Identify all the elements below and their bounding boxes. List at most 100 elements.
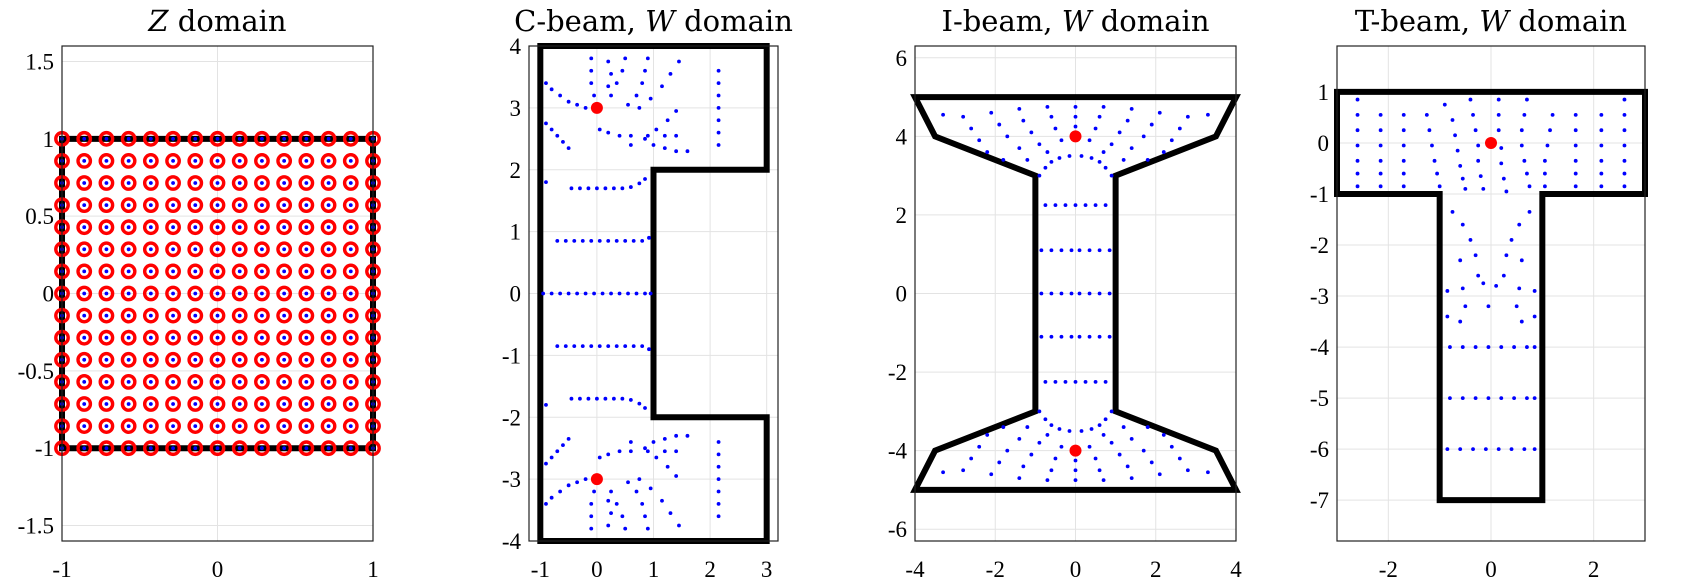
data-point (1037, 440, 1042, 445)
grid-point (171, 446, 175, 451)
y-tick-label: 0 (43, 282, 55, 307)
data-point (1109, 440, 1114, 445)
grid-point-ring (342, 241, 359, 258)
data-point (1177, 126, 1182, 131)
grid-point-ring (254, 197, 270, 214)
data-point (589, 68, 594, 73)
data-point (1378, 158, 1383, 163)
data-point (631, 239, 636, 243)
grid-point (148, 159, 153, 163)
grid-point (104, 424, 109, 428)
data-point (1073, 468, 1078, 473)
grid-point-ring (298, 373, 315, 390)
x-tick-label: 4 (1230, 557, 1242, 582)
data-point (1519, 143, 1524, 148)
y-tick-label: 1 (43, 127, 55, 152)
data-point (1045, 433, 1050, 437)
grid-point-ring (98, 418, 115, 434)
data-point (1355, 171, 1360, 176)
data-point (1525, 171, 1529, 176)
grid-point (82, 357, 87, 362)
data-point (637, 477, 642, 482)
data-point (1496, 112, 1501, 117)
data-point (578, 396, 582, 401)
data-point (1496, 97, 1501, 102)
data-point (566, 99, 571, 104)
data-point (628, 185, 633, 189)
grid-point-ring (187, 440, 204, 457)
grid-point-ring (76, 373, 93, 390)
data-point (941, 112, 945, 117)
data-point (1468, 97, 1473, 102)
data-point (1043, 417, 1048, 422)
grid-point (215, 357, 220, 362)
grid-point (282, 335, 287, 340)
grid-point (193, 159, 198, 163)
data-point (1548, 128, 1552, 133)
grid-point (326, 313, 331, 318)
data-point (1059, 138, 1064, 143)
grid-point (148, 379, 153, 384)
data-point (1519, 128, 1524, 133)
grid-point-ring (76, 175, 93, 191)
data-point (1037, 173, 1042, 178)
data-point (555, 344, 560, 348)
data-point (677, 523, 681, 528)
data-point (549, 127, 554, 132)
grid-point-ring (254, 219, 270, 236)
grid-point (171, 357, 175, 362)
grid-point (237, 203, 242, 208)
grid-point-ring (276, 373, 293, 390)
grid-point (348, 203, 353, 208)
grid-point-ring (187, 219, 204, 236)
grid-point (260, 357, 264, 362)
data-point (1103, 417, 1108, 422)
data-point (620, 186, 625, 191)
data-point (583, 477, 588, 482)
data-point (1037, 142, 1042, 147)
data-point (1543, 171, 1547, 176)
grid-point (171, 269, 175, 274)
data-point (1460, 396, 1465, 401)
data-point (597, 127, 602, 132)
data-point (544, 180, 548, 185)
data-point (1063, 203, 1068, 208)
grid-point-ring (231, 197, 248, 214)
data-point (1117, 452, 1122, 457)
grid-point (148, 225, 153, 230)
x-tick-label: 0 (1070, 557, 1082, 582)
data-point (1476, 143, 1481, 148)
data-point (1543, 184, 1547, 189)
grid-point (326, 357, 331, 362)
data-point (1468, 238, 1473, 242)
data-point (1460, 222, 1465, 227)
grid-point (82, 379, 87, 384)
data-point (1483, 447, 1488, 452)
data-point (1103, 203, 1108, 208)
grid-point-ring (98, 440, 115, 457)
data-point (578, 186, 582, 191)
x-tick-label: 0 (591, 557, 603, 582)
grid-point-ring (142, 175, 159, 191)
grid-point-ring (342, 285, 359, 302)
grid-point-ring (187, 307, 204, 324)
grid-point (237, 402, 242, 406)
data-point (1527, 184, 1532, 189)
data-point (1378, 171, 1383, 176)
data-point (614, 344, 619, 348)
data-point (1059, 291, 1064, 296)
data-point (1573, 184, 1578, 189)
x-tick-label: -2 (1379, 557, 1398, 582)
panel-title: T-beam, W domain (1355, 4, 1627, 38)
data-point (662, 146, 667, 150)
data-point (1476, 158, 1481, 163)
data-point (1448, 396, 1452, 401)
data-point (606, 84, 611, 89)
data-point (1069, 334, 1074, 339)
panel-title: C-beam, W domain (514, 4, 793, 38)
y-tick-label: 1.5 (25, 49, 54, 74)
grid-point-ring (187, 396, 204, 412)
data-point (647, 347, 651, 352)
data-point (1053, 126, 1058, 131)
grid-point-ring (165, 219, 181, 236)
